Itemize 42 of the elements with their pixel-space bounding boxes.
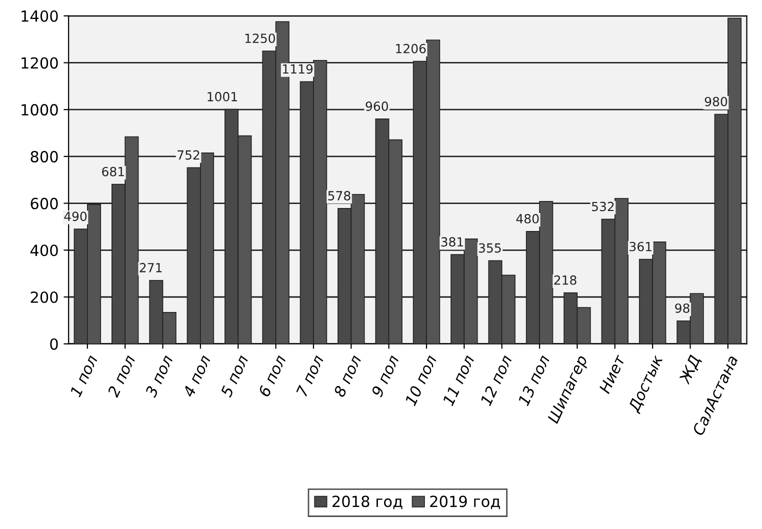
x-tick-label: 4 пол [182,354,211,398]
x-tick-label: 2 пол [106,354,136,398]
data-label: 1206 [396,44,426,54]
data-label: 98 [675,303,690,313]
data-label: 218 [554,275,576,285]
data-label: 1001 [208,92,237,102]
data-label: 271 [140,262,162,272]
data-label: 361 [630,242,652,252]
data-label: 355 [478,243,501,253]
data-label: 980 [704,96,728,106]
x-tick-label: 7 пол [296,354,324,397]
legend-label: 2018 год [332,496,402,510]
y-tick-label: 200 [30,291,58,304]
data-label: 490 [64,212,87,222]
data-label: 1119 [283,64,313,74]
data-label: 532 [592,202,614,212]
y-tick-label: 1000 [22,104,58,116]
y-tick-label: 1400 [22,10,58,22]
x-tick-label: 11 пол [442,354,475,406]
x-tick-label: 6 пол [258,354,286,398]
x-tick-label: 12 пол [480,354,512,406]
data-label: 381 [441,237,464,247]
x-tick-label: 13 пол [518,354,550,406]
y-tick-label: 600 [30,198,58,210]
data-label: 1250 [245,34,275,44]
x-tick-label: 10 пол [404,354,438,406]
y-tick-label: 1200 [22,57,58,69]
data-label: 752 [178,150,200,160]
data-label: 480 [516,214,539,224]
data-label: 960 [366,102,388,111]
data-label: 681 [102,166,124,176]
legend-label: 2019 год [430,496,500,510]
y-tick-label: 400 [30,244,58,256]
x-tick-label: 5 пол [220,354,249,398]
x-tick-label: 9 пол [370,354,400,398]
y-tick-label: 0 [50,338,58,350]
data-label: 578 [328,191,350,200]
x-tick-label: 8 пол [333,354,362,398]
x-tick-label: 3 пол [144,354,174,398]
y-tick-label: 800 [30,150,58,162]
x-tick-label: 1 пол [70,354,98,398]
x-tick-label: Ниет [598,353,626,394]
